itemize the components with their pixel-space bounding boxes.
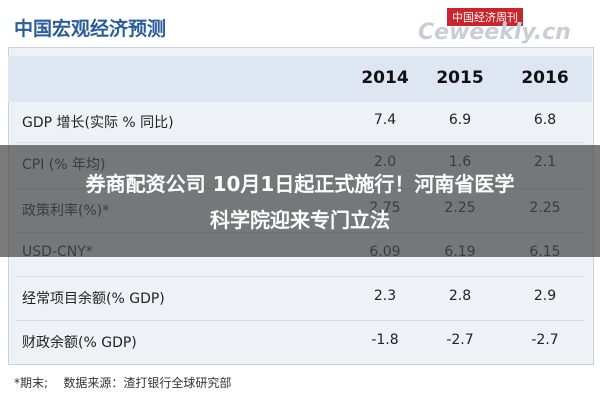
cell: 2.3 — [373, 288, 397, 304]
logo-badge: 中国经济周刊 — [447, 8, 523, 26]
column-header: 2016 — [521, 68, 569, 88]
footer-source: 数据来源：渣打银行全球研究部 — [63, 376, 232, 390]
banner-line: 科学院迎来专门立法 — [210, 208, 390, 232]
row-divider — [16, 320, 584, 321]
row-label: GDP 增长(实际 % 同比) — [22, 115, 174, 131]
footer: *期末; 数据来源：渣打银行全球研究部 — [14, 374, 231, 391]
cell: -1.8 — [371, 332, 399, 348]
cell: -2.7 — [531, 332, 559, 348]
row-label: 财政余额(% GDP) — [22, 335, 137, 351]
cell: 2.8 — [448, 288, 472, 304]
table-header — [8, 56, 592, 102]
cell: 6.8 — [533, 112, 557, 128]
cell: 7.4 — [373, 112, 397, 128]
cell: 2.9 — [533, 288, 557, 304]
cell: 6.9 — [448, 112, 472, 128]
column-header: 2014 — [361, 68, 409, 88]
title: 中国宏观经济预测 — [14, 18, 167, 40]
row-label: 经常项目余额(% GDP) — [22, 291, 165, 307]
footer-note: *期末; — [14, 376, 49, 390]
column-header: 2015 — [436, 68, 484, 88]
logo: Ceweekly.cn — [418, 20, 571, 45]
row-divider — [16, 142, 584, 143]
cell: -2.7 — [446, 332, 474, 348]
banner — [0, 145, 600, 257]
row-divider — [16, 276, 584, 277]
banner-line: 券商配资公司 10月1日起正式施行！河南省医学 — [85, 172, 515, 196]
